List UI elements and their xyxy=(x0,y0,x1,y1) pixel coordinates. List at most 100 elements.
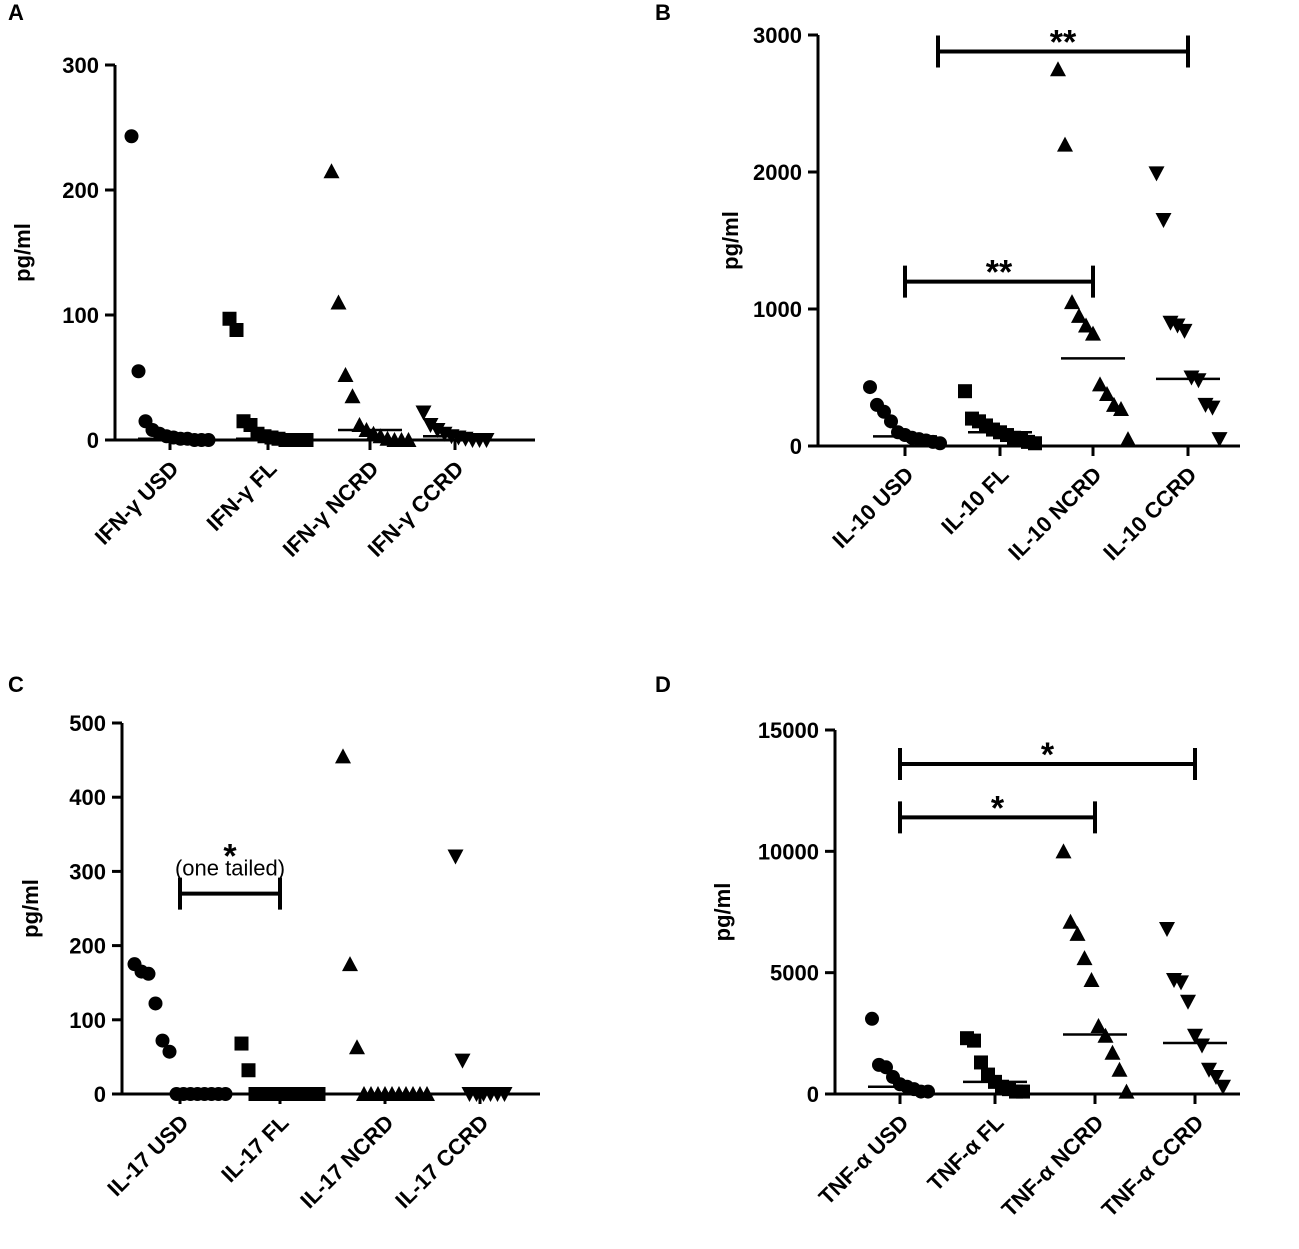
point xyxy=(162,1044,177,1059)
point xyxy=(1055,843,1072,859)
point xyxy=(311,1087,326,1101)
y-tick-label: 300 xyxy=(62,53,99,78)
significance-label: * xyxy=(1041,736,1055,774)
point xyxy=(958,384,972,399)
point xyxy=(1180,994,1196,1010)
point xyxy=(865,1011,879,1026)
y-axis-label: pg/ml xyxy=(18,879,43,938)
y-tick-label: 5000 xyxy=(770,961,819,986)
point xyxy=(1057,136,1073,152)
significance-label: ** xyxy=(1050,23,1077,61)
x-tick-label: IL-17 FL xyxy=(216,1110,293,1187)
point xyxy=(234,1036,249,1051)
y-tick-label: 500 xyxy=(69,711,106,736)
point xyxy=(1069,925,1086,941)
point xyxy=(879,1060,893,1075)
point xyxy=(1208,1070,1224,1086)
point xyxy=(229,323,244,337)
point xyxy=(447,849,464,865)
point xyxy=(131,364,146,379)
y-tick-label: 400 xyxy=(69,785,106,810)
y-tick-label: 0 xyxy=(790,434,802,459)
point xyxy=(1111,1061,1128,1077)
point xyxy=(419,1086,435,1101)
point xyxy=(330,294,347,310)
point xyxy=(1028,436,1042,451)
point xyxy=(299,433,314,447)
point xyxy=(877,404,891,419)
panel-label: B xyxy=(655,0,671,25)
point xyxy=(344,388,361,404)
point xyxy=(148,996,163,1011)
x-tick-label: TNF-α CCRD xyxy=(1097,1110,1209,1222)
point xyxy=(1190,373,1207,389)
y-tick-label: 0 xyxy=(87,428,99,453)
x-tick-label: IL-10 CCRD xyxy=(1098,462,1201,565)
point xyxy=(1064,294,1080,310)
point xyxy=(1173,975,1189,991)
x-tick-label: IFN-γ USD xyxy=(90,456,184,550)
y-tick-label: 100 xyxy=(69,1008,106,1033)
point xyxy=(967,1033,981,1048)
point xyxy=(1104,1044,1121,1060)
significance-bracket xyxy=(936,35,1190,68)
x-tick-label: IL-17 CCRD xyxy=(390,1110,493,1213)
y-tick-label: 0 xyxy=(94,1082,106,1107)
point xyxy=(1062,913,1079,929)
y-tick-label: 3000 xyxy=(753,23,802,48)
point xyxy=(1176,323,1193,339)
point xyxy=(335,748,351,764)
significance-note: (one tailed) xyxy=(175,856,285,881)
x-tick-label: IL-10 FL xyxy=(936,462,1013,539)
point xyxy=(415,405,432,421)
significance-label: ** xyxy=(986,254,1013,292)
point xyxy=(323,163,340,179)
point xyxy=(1215,1079,1231,1095)
x-tick-label: TNF-α NCRD xyxy=(997,1110,1109,1222)
point xyxy=(1071,307,1087,323)
point xyxy=(400,432,417,447)
y-tick-label: 1000 xyxy=(753,297,802,322)
point xyxy=(422,418,439,433)
significance-bracket xyxy=(898,747,1197,780)
y-tick-label: 2000 xyxy=(753,160,802,185)
y-tick-label: 300 xyxy=(69,859,106,884)
y-tick-label: 200 xyxy=(69,934,106,959)
point xyxy=(141,966,156,981)
x-tick-label: IL-10 NCRD xyxy=(1003,462,1106,565)
x-tick-label: IL-17 USD xyxy=(102,1110,193,1201)
point xyxy=(1050,61,1066,77)
point xyxy=(218,1087,233,1101)
point xyxy=(863,380,877,395)
x-tick-label: IL-17 NCRD xyxy=(295,1110,398,1213)
panel-label: C xyxy=(8,672,24,697)
point xyxy=(1187,1028,1203,1044)
point xyxy=(1083,971,1100,987)
point xyxy=(1016,1084,1030,1099)
x-tick-label: IL-10 USD xyxy=(827,462,918,553)
y-tick-label: 15000 xyxy=(758,718,819,743)
point xyxy=(454,1053,471,1069)
y-tick-label: 0 xyxy=(807,1082,819,1107)
point xyxy=(349,1039,365,1055)
significance-bracket xyxy=(903,265,1095,298)
point xyxy=(1159,921,1175,937)
point xyxy=(1113,401,1129,417)
point xyxy=(1092,376,1108,392)
point xyxy=(884,414,898,429)
point xyxy=(342,956,358,972)
point xyxy=(222,311,237,326)
point xyxy=(1085,325,1101,341)
point xyxy=(1118,1083,1135,1099)
point xyxy=(1204,400,1221,416)
point xyxy=(1090,1018,1107,1034)
x-tick-label: TNF-α USD xyxy=(814,1110,914,1210)
point xyxy=(921,1084,935,1099)
significance-label: * xyxy=(991,789,1005,827)
x-tick-label: TNF-α FL xyxy=(923,1110,1009,1196)
point xyxy=(1099,385,1115,401)
y-axis-label: pg/ml xyxy=(718,211,743,270)
point xyxy=(1076,950,1093,966)
significance-bracket xyxy=(178,877,282,910)
point xyxy=(1148,166,1165,182)
